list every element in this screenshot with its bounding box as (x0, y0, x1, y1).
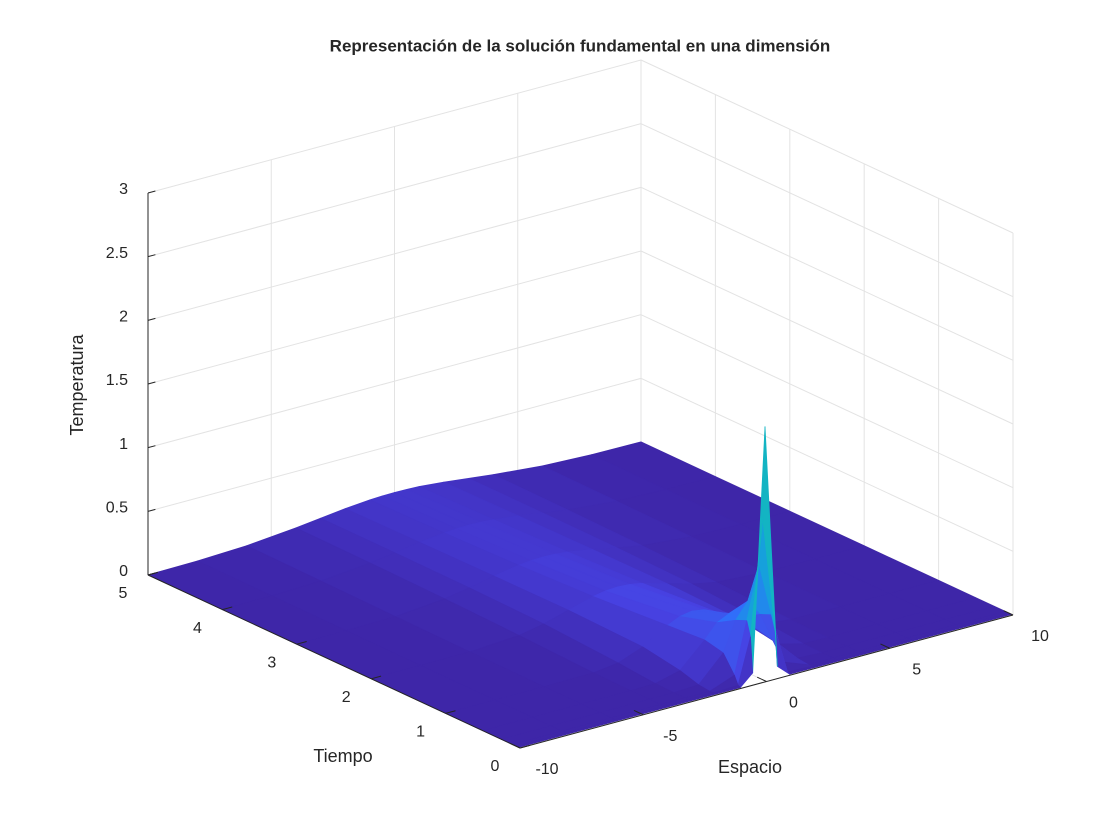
x-axis-label: Espacio (718, 757, 782, 777)
x-tick-label: 5 (912, 661, 921, 678)
chart-title: Representación de la solución fundamenta… (330, 36, 831, 55)
y-tick-label: 2 (342, 689, 351, 706)
y-tick-label: 3 (267, 654, 276, 671)
z-tick-label: 2 (119, 309, 128, 326)
z-tick (147, 572, 156, 576)
grid-line (640, 59, 1014, 234)
x-tick-label: -5 (663, 728, 677, 745)
grid-line (147, 250, 642, 385)
x-tick-label: 0 (789, 695, 798, 712)
x-tick (510, 743, 521, 749)
y-tick (445, 710, 456, 714)
grid-line (640, 377, 1014, 552)
z-tick (147, 445, 156, 449)
y-tick-label: 4 (193, 620, 202, 637)
surface (147, 426, 1012, 748)
z-tick (147, 317, 156, 321)
x-tick-label: 10 (1031, 628, 1049, 645)
x-tick (756, 676, 767, 682)
grid-line (147, 59, 642, 194)
z-tick-label: 0.5 (106, 500, 128, 517)
z-tick-label: 1.5 (106, 372, 128, 389)
z-tick-label: 1 (119, 436, 128, 453)
x-tick (633, 709, 644, 716)
grid-line (640, 186, 1014, 361)
grid-line (147, 314, 642, 449)
z-tick (147, 508, 156, 512)
z-tick-label: 0 (119, 563, 128, 580)
grid-line (640, 250, 1014, 425)
axes: -10 -5 0 5 10 0 1 2 3 4 5 0 0.5 1 1.5 2 2.5 3 (106, 181, 1049, 778)
x-tick (1003, 610, 1014, 616)
grid-line (147, 377, 642, 512)
x-tick-label: -10 (535, 761, 558, 778)
y-axis-line (147, 574, 521, 749)
y-tick (296, 641, 307, 645)
z-tick-label: 3 (119, 181, 128, 198)
y-tick-label: 5 (119, 585, 128, 602)
grid-line (147, 186, 642, 321)
y-tick-label: 1 (416, 724, 425, 741)
z-tick (147, 254, 156, 258)
x-tick (880, 643, 890, 649)
y-axis-label: Tiempo (313, 746, 372, 766)
z-axis-label: Temperatura (67, 333, 87, 435)
y-tick (519, 744, 530, 749)
grid-line (147, 123, 642, 258)
grid-line (640, 123, 1014, 298)
z-tick-label: 2.5 (106, 245, 128, 262)
z-tick (147, 190, 156, 194)
z-tick (147, 381, 156, 385)
y-tick-label: 0 (491, 758, 500, 775)
y-tick (222, 606, 233, 611)
grid-line (640, 314, 1014, 489)
y-tick (371, 675, 382, 680)
